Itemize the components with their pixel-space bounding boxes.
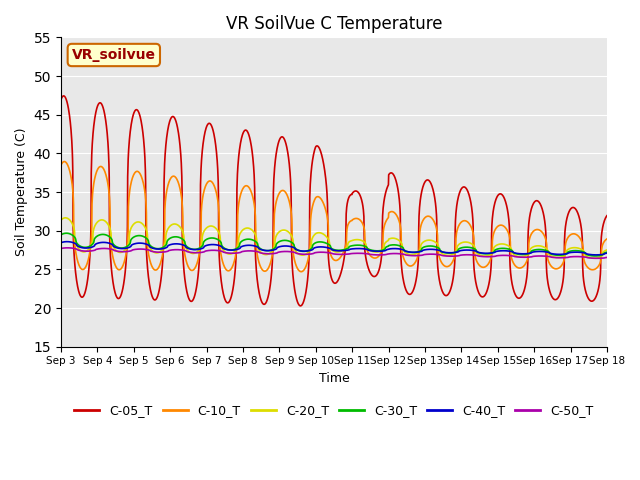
Line: C-40_T: C-40_T: [61, 241, 607, 255]
C-30_T: [493, 246, 500, 252]
C-20_T: [61, 215, 69, 221]
Line: C-20_T: C-20_T: [61, 218, 607, 258]
C-05_T: [570, 205, 578, 211]
C-20_T: [603, 247, 611, 253]
C-20_T: [555, 254, 563, 260]
C-40_T: [493, 249, 500, 254]
Line: C-10_T: C-10_T: [61, 162, 607, 272]
C-05_T: [493, 194, 500, 200]
C-10_T: [570, 231, 578, 237]
C-20_T: [570, 245, 578, 251]
C-20_T: [493, 242, 500, 248]
C-50_T: [493, 253, 500, 259]
Line: C-50_T: C-50_T: [61, 248, 607, 258]
C-05_T: [60, 93, 68, 99]
C-40_T: [209, 241, 217, 247]
C-20_T: [209, 224, 217, 229]
C-05_T: [603, 213, 611, 218]
C-10_T: [298, 269, 305, 275]
C-40_T: [57, 240, 65, 246]
C-50_T: [209, 247, 217, 253]
C-05_T: [209, 129, 217, 135]
C-50_T: [593, 255, 601, 261]
C-50_T: [350, 251, 358, 256]
C-05_T: [350, 189, 358, 194]
C-40_T: [350, 246, 358, 252]
C-30_T: [555, 252, 563, 258]
C-30_T: [63, 230, 70, 236]
C-50_T: [570, 254, 578, 260]
C-30_T: [362, 244, 369, 250]
C-40_T: [570, 249, 578, 255]
Legend: C-05_T, C-10_T, C-20_T, C-30_T, C-40_T, C-50_T: C-05_T, C-10_T, C-20_T, C-30_T, C-40_T, …: [69, 399, 598, 422]
C-10_T: [209, 181, 217, 187]
C-20_T: [362, 241, 369, 247]
Line: C-05_T: C-05_T: [61, 96, 607, 306]
C-10_T: [603, 236, 611, 242]
C-05_T: [556, 293, 563, 299]
C-30_T: [591, 253, 599, 259]
C-05_T: [57, 97, 65, 103]
C-40_T: [63, 239, 71, 244]
C-40_T: [362, 246, 369, 252]
C-50_T: [57, 246, 65, 252]
Text: VR_soilvue: VR_soilvue: [72, 48, 156, 62]
C-30_T: [603, 249, 611, 255]
C-50_T: [362, 251, 369, 256]
Line: C-30_T: C-30_T: [61, 233, 607, 256]
C-30_T: [209, 235, 217, 241]
C-05_T: [362, 255, 370, 261]
C-30_T: [57, 232, 65, 238]
C-40_T: [555, 252, 563, 257]
C-20_T: [350, 237, 358, 243]
C-05_T: [296, 303, 304, 309]
C-50_T: [555, 255, 563, 261]
C-30_T: [570, 248, 578, 253]
C-20_T: [57, 217, 65, 223]
Y-axis label: Soil Temperature (C): Soil Temperature (C): [15, 128, 28, 256]
Title: VR SoilVue C Temperature: VR SoilVue C Temperature: [226, 15, 442, 33]
C-10_T: [61, 159, 68, 165]
X-axis label: Time: Time: [319, 372, 349, 385]
C-10_T: [493, 224, 500, 230]
C-10_T: [556, 265, 563, 271]
C-40_T: [603, 250, 611, 256]
C-30_T: [350, 242, 358, 248]
C-10_T: [362, 244, 370, 250]
C-40_T: [592, 252, 600, 258]
C-50_T: [63, 245, 71, 251]
C-50_T: [603, 254, 611, 260]
C-10_T: [350, 216, 358, 222]
C-20_T: [590, 255, 598, 261]
C-10_T: [57, 162, 65, 168]
